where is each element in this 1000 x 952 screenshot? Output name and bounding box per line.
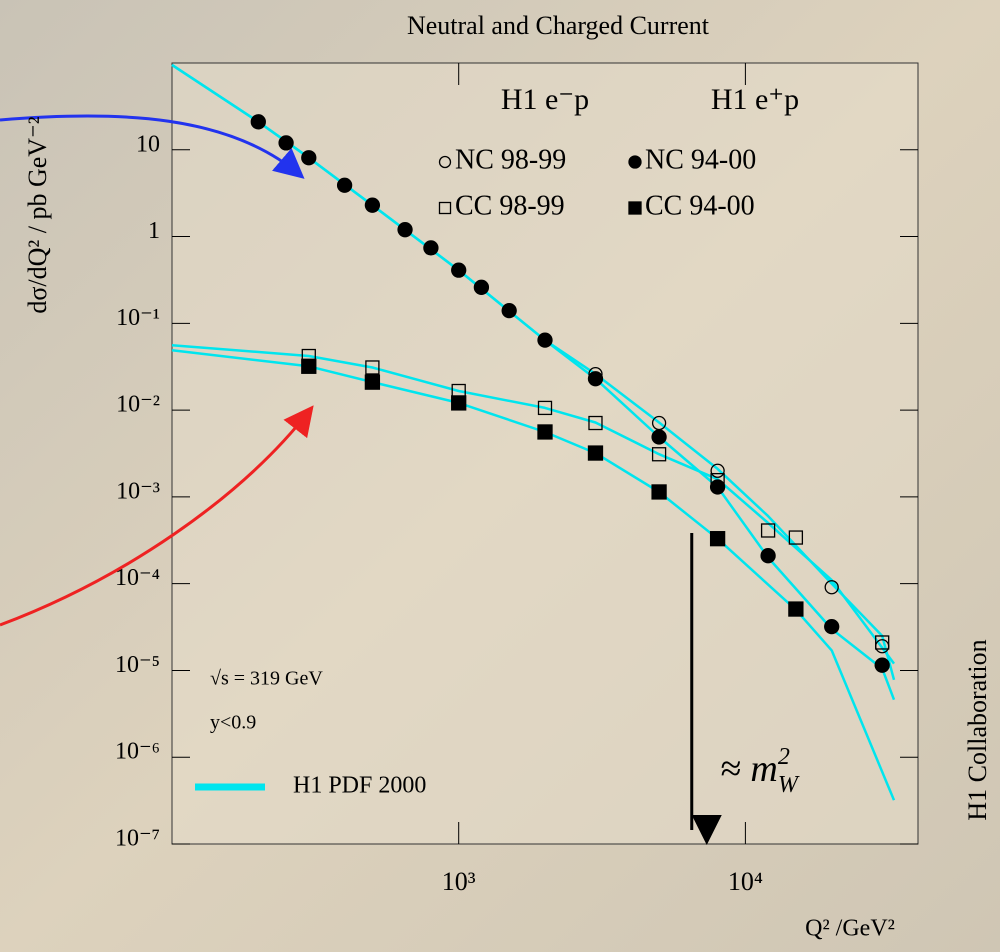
data-point <box>473 279 490 295</box>
data-point <box>587 371 604 387</box>
data-point <box>709 531 726 547</box>
pointer-arrow <box>0 114 305 179</box>
data-point <box>537 400 553 416</box>
y-tick-label: 10⁻¹ <box>116 305 160 331</box>
y-axis-label: dσ/dQ² / pb GeV⁻² <box>23 116 52 313</box>
annotation: y<0.9 <box>210 712 256 734</box>
data-point <box>760 523 776 538</box>
mw-sub: W <box>778 772 800 798</box>
data-point <box>537 332 553 348</box>
x-tick-label: 10⁴ <box>728 867 763 896</box>
y-tick-label: 10⁻⁷ <box>115 826 160 852</box>
data-point <box>760 548 776 564</box>
legend-marker <box>438 201 452 215</box>
data-point <box>301 150 317 166</box>
y-tick-label: 10⁻⁶ <box>115 739 160 765</box>
data-point <box>250 114 266 130</box>
legend-marker <box>628 201 642 215</box>
data-point <box>874 657 890 673</box>
data-point <box>824 618 840 635</box>
y-tick-label: 10⁻⁴ <box>115 565 160 591</box>
legend-label: CC 94-00 <box>645 190 755 221</box>
side-label: H1 Collaboration <box>963 639 992 820</box>
data-point <box>278 135 294 151</box>
data-point <box>451 262 467 278</box>
annotation: √s = 319 GeV <box>210 668 323 690</box>
plot-frame <box>171 62 919 845</box>
data-point <box>364 374 381 390</box>
pointer-arrow <box>0 405 314 627</box>
data-point <box>588 415 603 431</box>
y-tick-label: 10 <box>136 131 160 157</box>
mw-label: ≈ m2 W <box>720 744 800 798</box>
legend-label: NC 94-00 <box>645 144 756 175</box>
data-point <box>824 580 839 595</box>
data-point <box>397 222 413 238</box>
data-point <box>537 424 553 440</box>
y-tick-label: 1 <box>148 218 160 244</box>
data-point <box>336 177 353 193</box>
legend-marker <box>438 155 452 169</box>
data-point <box>651 429 667 445</box>
y-tick-label: 10⁻³ <box>116 478 160 504</box>
data-point <box>875 635 890 650</box>
y-tick-label: 10⁻⁵ <box>115 652 160 678</box>
x-axis-label: Q² /GeV² <box>805 916 895 942</box>
legend-label: CC 98-99 <box>455 190 565 221</box>
mw-symbol: ≈ m <box>720 748 778 790</box>
data-point <box>710 472 725 488</box>
legend-marker <box>628 155 642 169</box>
legend-header: H1 e⁻p <box>501 83 589 116</box>
data-point <box>651 484 667 500</box>
data-point <box>423 240 439 256</box>
data-point <box>365 360 380 375</box>
data-point <box>788 601 804 617</box>
legend-header: H1 e⁺p <box>711 83 799 116</box>
data-point <box>710 463 725 478</box>
data-point <box>301 358 317 374</box>
legend-label: H1 PDF 2000 <box>293 773 426 799</box>
data-point <box>364 197 381 213</box>
x-tick-label: 10³ <box>442 867 476 896</box>
y-tick-label: 10⁻² <box>116 392 160 418</box>
data-point <box>651 447 667 462</box>
data-point <box>587 445 604 461</box>
chart-title: Neutral and Charged Current <box>407 11 710 40</box>
data-point <box>788 530 804 545</box>
legend-label: NC 98-99 <box>455 144 566 175</box>
mw-sup: 2 <box>778 744 790 770</box>
data-point <box>501 303 517 319</box>
data-point <box>451 395 467 411</box>
